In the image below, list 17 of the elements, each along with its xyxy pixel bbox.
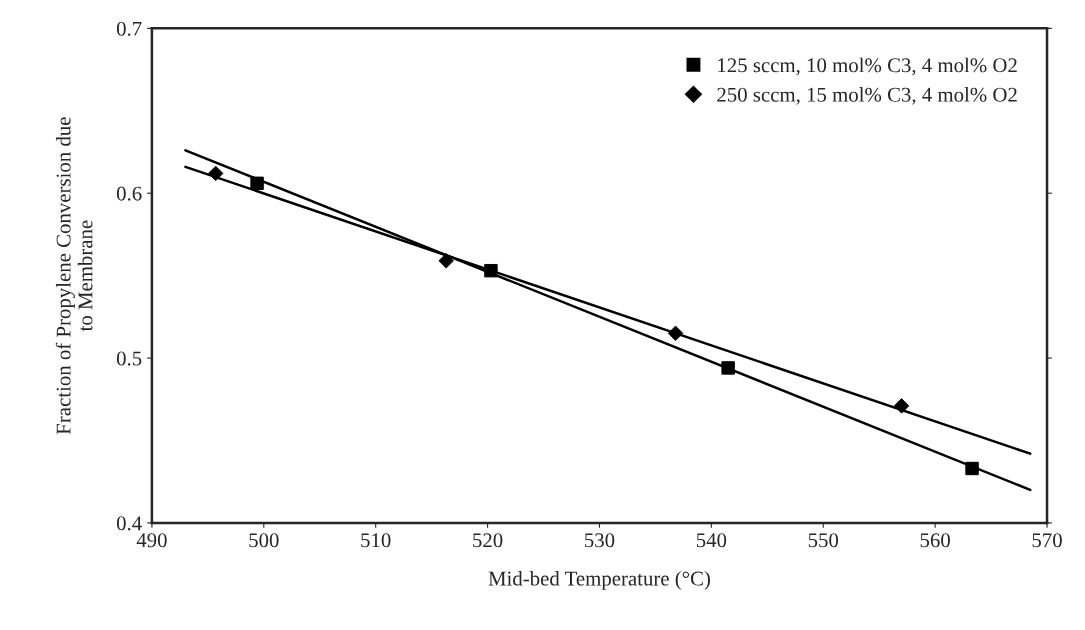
y-tick-label: 0.6 [116, 186, 142, 201]
y-tick-label: 0.7 [116, 21, 142, 36]
x-tick-label: 490 [136, 533, 167, 548]
x-tick-label: 550 [808, 533, 839, 548]
y-axis-title: Fraction of Propylene Conversion due to Membrane [55, 117, 93, 435]
x-tick-label: 540 [696, 533, 727, 548]
x-tick-label: 510 [361, 533, 391, 548]
x-tick-label: 520 [473, 533, 503, 548]
x-tick-label: 570 [1032, 533, 1062, 548]
x-axis-title: Mid-bed Temperature (°C) [488, 570, 710, 590]
y-tick-label: 0.4 [116, 516, 142, 531]
legend-label: 125 sccm, 10 mol% C3, 4 mol% O2 [718, 57, 1017, 76]
x-tick-label: 530 [585, 533, 615, 548]
x-tick-label: 500 [249, 533, 279, 548]
x-tick-label: 560 [920, 533, 950, 548]
legend-label: 250 sccm, 15 mol% C3, 4 mol% O2 [717, 87, 1017, 105]
y-tick-label: 0.5 [116, 351, 142, 366]
